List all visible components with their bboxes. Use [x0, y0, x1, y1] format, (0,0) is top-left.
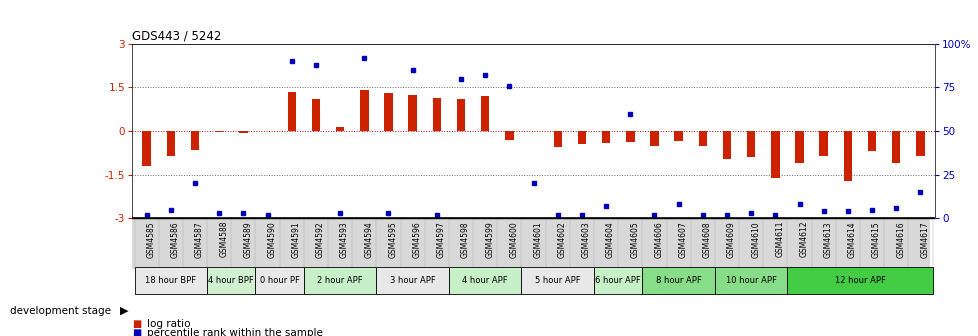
Text: ▶: ▶ [120, 306, 129, 316]
Bar [722, 131, 731, 159]
Text: GSM4615: GSM4615 [871, 221, 880, 258]
Bar [311, 99, 320, 131]
Text: 12 hour APF: 12 hour APF [833, 276, 884, 285]
Bar [577, 131, 586, 144]
Text: ■: ■ [132, 328, 141, 336]
Bar [191, 131, 200, 150]
Text: percentile rank within the sample: percentile rank within the sample [147, 328, 323, 336]
Text: GSM4603: GSM4603 [581, 221, 591, 258]
Text: ■: ■ [132, 319, 141, 329]
Text: GSM4593: GSM4593 [339, 221, 349, 258]
FancyBboxPatch shape [714, 267, 786, 294]
FancyBboxPatch shape [786, 267, 932, 294]
Text: GSM4611: GSM4611 [775, 221, 783, 257]
Text: GSM4616: GSM4616 [895, 221, 905, 258]
Text: 3 hour APF: 3 hour APF [389, 276, 435, 285]
Text: GSM4609: GSM4609 [727, 221, 735, 258]
Text: GSM4599: GSM4599 [485, 221, 494, 258]
Bar [625, 131, 634, 142]
Text: GSM4595: GSM4595 [388, 221, 397, 258]
Text: GSM4617: GSM4617 [919, 221, 928, 258]
Text: GSM4590: GSM4590 [267, 221, 277, 258]
Text: GSM4600: GSM4600 [509, 221, 517, 258]
Text: 5 hour APF: 5 hour APF [534, 276, 580, 285]
Bar [794, 131, 803, 163]
Bar [383, 93, 392, 131]
Text: GSM4604: GSM4604 [605, 221, 614, 258]
Text: GSM4596: GSM4596 [413, 221, 422, 258]
Text: 4 hour BPF: 4 hour BPF [208, 276, 254, 285]
Bar [142, 131, 151, 166]
Text: GSM4592: GSM4592 [316, 221, 325, 258]
Bar [408, 95, 417, 131]
FancyBboxPatch shape [132, 218, 929, 269]
Text: 18 hour BPF: 18 hour BPF [145, 276, 197, 285]
FancyBboxPatch shape [642, 267, 714, 294]
Text: 8 hour APF: 8 hour APF [655, 276, 701, 285]
Text: GSM4610: GSM4610 [750, 221, 759, 258]
Bar [819, 131, 827, 156]
Bar [166, 131, 175, 156]
Bar [288, 92, 295, 131]
Text: GSM4585: GSM4585 [147, 221, 156, 258]
Text: GSM4588: GSM4588 [219, 221, 228, 257]
Bar [771, 131, 778, 178]
Bar [746, 131, 755, 157]
Bar [843, 131, 851, 181]
Text: GSM4614: GSM4614 [847, 221, 856, 258]
Bar [480, 96, 489, 131]
Text: GSM4601: GSM4601 [533, 221, 542, 258]
Bar [457, 99, 465, 131]
FancyBboxPatch shape [376, 267, 449, 294]
Text: GSM4607: GSM4607 [678, 221, 687, 258]
Bar [553, 131, 561, 147]
Text: GSM4602: GSM4602 [557, 221, 566, 258]
FancyBboxPatch shape [255, 267, 303, 294]
Text: GSM4598: GSM4598 [461, 221, 469, 258]
Bar [891, 131, 900, 163]
FancyBboxPatch shape [594, 267, 642, 294]
Bar [239, 131, 247, 133]
FancyBboxPatch shape [207, 267, 255, 294]
Bar [649, 131, 658, 146]
FancyBboxPatch shape [134, 267, 207, 294]
Text: 4 hour APF: 4 hour APF [462, 276, 508, 285]
Text: 2 hour APF: 2 hour APF [317, 276, 363, 285]
Bar [915, 131, 924, 156]
Bar [215, 131, 223, 132]
Text: GSM4606: GSM4606 [653, 221, 663, 258]
Text: GDS443 / 5242: GDS443 / 5242 [132, 30, 221, 43]
Text: GSM4608: GSM4608 [702, 221, 711, 258]
Bar [867, 131, 875, 152]
Bar [360, 90, 368, 131]
Text: 6 hour APF: 6 hour APF [595, 276, 641, 285]
FancyBboxPatch shape [303, 267, 376, 294]
Text: 10 hour APF: 10 hour APF [725, 276, 776, 285]
FancyBboxPatch shape [449, 267, 521, 294]
FancyBboxPatch shape [521, 267, 594, 294]
Bar [601, 131, 609, 143]
Text: log ratio: log ratio [147, 319, 190, 329]
Bar [698, 131, 706, 146]
Text: GSM4612: GSM4612 [799, 221, 808, 257]
Text: GSM4591: GSM4591 [291, 221, 300, 258]
Text: GSM4605: GSM4605 [630, 221, 639, 258]
Text: development stage: development stage [10, 306, 111, 316]
Bar [432, 97, 441, 131]
Text: GSM4589: GSM4589 [244, 221, 252, 258]
Text: GSM4594: GSM4594 [364, 221, 373, 258]
Bar [505, 131, 513, 140]
Text: GSM4597: GSM4597 [436, 221, 445, 258]
Bar [335, 127, 344, 131]
Bar [674, 131, 683, 141]
Text: GSM4586: GSM4586 [171, 221, 180, 258]
Text: GSM4587: GSM4587 [195, 221, 203, 258]
Text: 0 hour PF: 0 hour PF [259, 276, 299, 285]
Text: GSM4613: GSM4613 [822, 221, 832, 258]
